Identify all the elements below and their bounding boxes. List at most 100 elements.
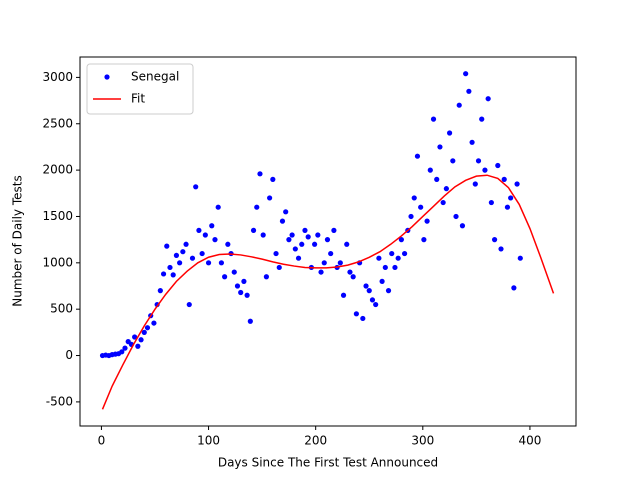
x-axis-label: Days Since The First Test Announced xyxy=(218,456,438,470)
data-point xyxy=(485,96,491,102)
data-point xyxy=(270,176,276,182)
data-point xyxy=(186,301,192,308)
data-point xyxy=(218,260,225,266)
data-point xyxy=(157,288,163,294)
legend: Senegal Fit xyxy=(86,63,194,115)
data-point xyxy=(328,250,334,257)
data-point xyxy=(141,329,147,335)
data-point xyxy=(234,283,241,289)
data-point xyxy=(418,204,424,210)
data-point xyxy=(331,227,337,233)
data-point xyxy=(353,311,359,317)
data-point xyxy=(286,237,292,243)
y-tick-label: 1500 xyxy=(42,209,73,223)
data-point xyxy=(498,246,504,252)
data-point xyxy=(267,195,273,201)
data-point xyxy=(373,301,379,308)
data-point xyxy=(151,320,157,326)
legend-label: Senegal xyxy=(131,70,179,84)
data-point xyxy=(369,297,376,303)
data-point xyxy=(511,285,517,291)
plot-frame xyxy=(79,56,577,427)
data-point xyxy=(479,116,485,122)
data-point xyxy=(475,158,482,164)
data-point xyxy=(450,158,456,164)
data-point xyxy=(424,218,430,224)
y-tick-label: -500 xyxy=(46,394,73,408)
data-point xyxy=(376,255,382,261)
x-tick-label: 300 xyxy=(411,434,434,448)
data-point xyxy=(283,209,289,215)
data-point xyxy=(241,278,247,284)
data-point xyxy=(170,272,176,278)
data-point xyxy=(222,274,228,280)
data-point xyxy=(389,250,395,257)
data-point xyxy=(196,227,202,233)
data-point xyxy=(122,345,128,351)
data-point xyxy=(501,176,507,182)
data-point xyxy=(472,181,478,187)
legend-box xyxy=(86,63,194,115)
y-tick-label: 2500 xyxy=(42,116,73,130)
data-point xyxy=(205,260,212,266)
data-point xyxy=(366,288,372,294)
data-point xyxy=(183,241,189,247)
data-point xyxy=(469,139,475,145)
data-point xyxy=(193,184,199,190)
data-point xyxy=(482,167,488,173)
data-point xyxy=(289,232,295,238)
data-point xyxy=(430,116,437,122)
data-point xyxy=(279,218,286,224)
data-point xyxy=(456,102,462,108)
x-tick-label: 100 xyxy=(197,434,220,448)
data-point xyxy=(260,232,266,238)
data-point xyxy=(401,250,408,257)
data-point xyxy=(414,153,421,159)
data-point xyxy=(398,237,404,243)
data-point xyxy=(443,186,449,192)
y-tick-label: 0 xyxy=(65,348,73,362)
data-point xyxy=(177,260,183,266)
data-point xyxy=(132,334,138,340)
data-point xyxy=(160,271,167,277)
data-point xyxy=(395,255,401,261)
data-point xyxy=(421,237,427,243)
y-tick-label: 3000 xyxy=(42,70,73,84)
data-point xyxy=(119,349,125,355)
legend-label: Fit xyxy=(131,92,145,106)
y-tick-label: 1000 xyxy=(42,255,73,269)
data-point xyxy=(276,264,282,271)
data-point xyxy=(209,223,215,229)
data-point xyxy=(453,213,459,220)
data-point xyxy=(173,252,180,259)
data-point xyxy=(324,237,331,243)
data-point xyxy=(379,278,385,284)
data-point xyxy=(318,269,324,275)
data-point xyxy=(427,167,433,173)
data-point xyxy=(135,343,141,349)
data-point xyxy=(491,237,498,243)
data-point xyxy=(263,274,270,280)
data-point xyxy=(360,315,366,322)
x-tick-label: 400 xyxy=(518,434,541,448)
legend-marker xyxy=(104,74,110,80)
data-point xyxy=(466,88,472,94)
data-point xyxy=(344,241,350,247)
data-point xyxy=(350,274,356,280)
data-point xyxy=(273,250,279,257)
data-point xyxy=(459,223,466,229)
data-point xyxy=(164,243,170,249)
data-point xyxy=(144,325,151,331)
fit-line xyxy=(101,174,555,410)
data-point xyxy=(385,288,392,294)
data-point xyxy=(495,162,501,169)
data-point xyxy=(138,337,144,343)
data-point xyxy=(411,195,417,201)
data-point xyxy=(247,318,253,324)
x-tick-label: 200 xyxy=(304,434,327,448)
data-point xyxy=(446,130,453,136)
data-point xyxy=(225,241,231,247)
data-point xyxy=(321,260,327,266)
data-point xyxy=(437,144,443,150)
data-point xyxy=(254,204,260,210)
